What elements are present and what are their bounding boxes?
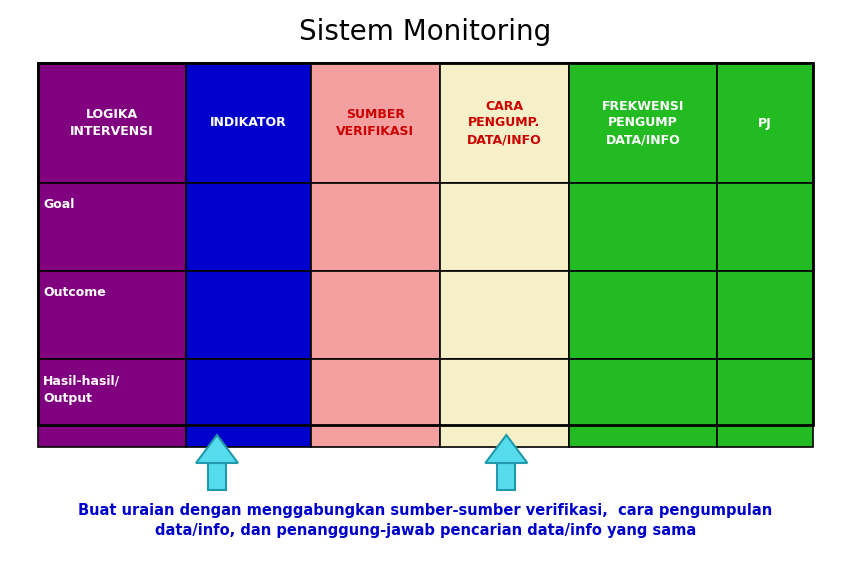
Bar <box>569 183 717 271</box>
Bar <box>311 271 440 359</box>
Bar <box>186 359 311 447</box>
Bar <box>311 63 440 183</box>
Text: Sistem Monitoring: Sistem Monitoring <box>300 18 551 46</box>
Bar <box>497 463 516 490</box>
Bar <box>569 63 717 183</box>
Bar <box>569 271 717 359</box>
Bar <box>38 183 186 271</box>
Text: data/info, dan penanggung-jawab pencarian data/info yang sama: data/info, dan penanggung-jawab pencaria… <box>155 523 696 538</box>
Polygon shape <box>485 435 528 463</box>
Bar <box>440 63 569 183</box>
Text: FREKWENSI
PENGUMP
DATA/INFO: FREKWENSI PENGUMP DATA/INFO <box>602 99 684 146</box>
Text: Outcome: Outcome <box>43 286 106 299</box>
Bar <box>311 359 440 447</box>
Bar <box>38 63 813 425</box>
Bar <box>569 359 717 447</box>
Bar <box>38 359 186 447</box>
Text: SUMBER
VERIFIKASI: SUMBER VERIFIKASI <box>336 108 414 138</box>
Bar <box>717 63 813 183</box>
Bar <box>440 271 569 359</box>
Polygon shape <box>196 435 238 463</box>
Bar <box>717 359 813 447</box>
Bar <box>208 463 226 490</box>
Bar <box>440 359 569 447</box>
Bar <box>717 271 813 359</box>
Text: Hasil-hasil/
Output: Hasil-hasil/ Output <box>43 374 120 405</box>
Text: CARA
PENGUMP.
DATA/INFO: CARA PENGUMP. DATA/INFO <box>467 99 542 146</box>
Bar <box>186 271 311 359</box>
Text: INDIKATOR: INDIKATOR <box>210 116 287 129</box>
Bar <box>440 183 569 271</box>
Bar <box>38 271 186 359</box>
Text: PJ: PJ <box>758 116 772 129</box>
Bar <box>38 63 186 183</box>
Text: LOGIKA
INTERVENSI: LOGIKA INTERVENSI <box>71 108 154 138</box>
Bar <box>186 183 311 271</box>
Bar <box>186 63 311 183</box>
Bar <box>311 183 440 271</box>
Bar <box>717 183 813 271</box>
Text: Goal: Goal <box>43 198 74 211</box>
Text: Buat uraian dengan menggabungkan sumber-sumber verifikasi,  cara pengumpulan: Buat uraian dengan menggabungkan sumber-… <box>78 503 773 518</box>
